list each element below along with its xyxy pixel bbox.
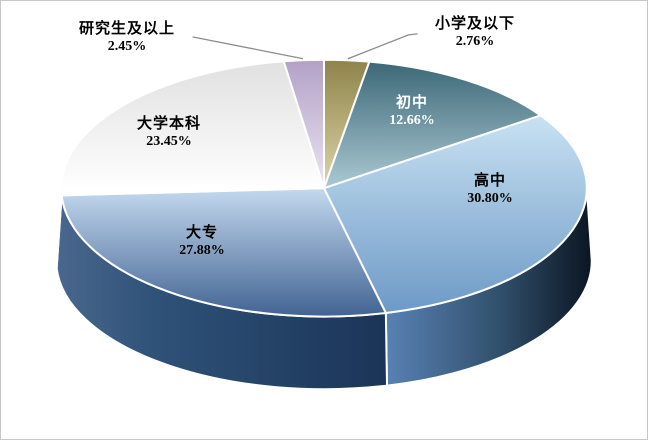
pie-slice-bachelor-degree[interactable]	[60, 60, 325, 197]
pie-slice-junior-college[interactable]	[60, 187, 387, 318]
pie-slice-graduate-and-above[interactable]	[282, 58, 325, 190]
leader-line-primary-school-and-below	[347, 33, 418, 60]
leader-line-graduate-and-above	[192, 36, 304, 60]
pie-slice-junior-high-school[interactable]	[323, 60, 542, 190]
pie-slice-senior-high-school[interactable]	[323, 114, 588, 314]
